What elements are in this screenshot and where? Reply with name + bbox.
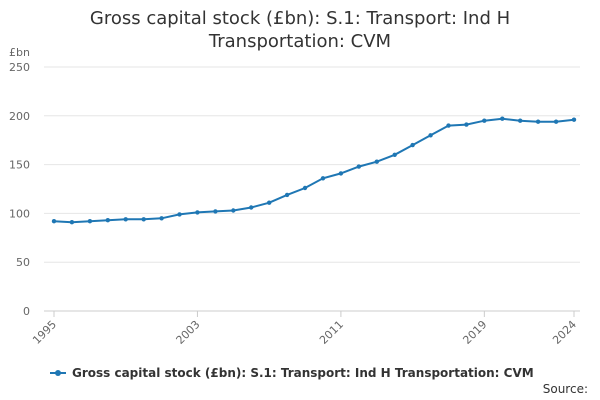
- data-point: [249, 205, 254, 210]
- y-tick-label: 0: [23, 305, 30, 318]
- data-point: [338, 171, 344, 176]
- data-point: [320, 176, 326, 181]
- y-tick-label: 50: [16, 256, 30, 269]
- series-layer: [51, 116, 577, 225]
- data-point: [446, 123, 451, 128]
- x-tick-label: 2024: [550, 318, 579, 347]
- data-point: [213, 209, 218, 214]
- x-tick-label: 1995: [30, 318, 59, 347]
- chart-title: Gross capital stock (£bn): S.1: Transpor…: [89, 8, 511, 52]
- x-tick-label: 2011: [317, 318, 346, 347]
- data-point: [105, 218, 111, 223]
- data-point: [284, 192, 290, 198]
- x-tick-label: 2003: [174, 318, 203, 347]
- data-point: [553, 119, 559, 124]
- data-point: [500, 116, 505, 121]
- data-point: [267, 200, 272, 205]
- x-tick-label: 2019: [460, 318, 489, 347]
- series-line: [53, 117, 575, 224]
- legend-label: Gross capital stock (£bn): S.1: Transpor…: [72, 366, 534, 380]
- data-point: [231, 208, 236, 213]
- data-point: [195, 210, 200, 215]
- data-point: [518, 118, 523, 123]
- data-point: [356, 164, 361, 169]
- data-point: [141, 217, 146, 222]
- legend-marker: [50, 368, 66, 378]
- gridlines: [44, 66, 580, 312]
- data-point: [159, 216, 164, 221]
- data-point: [302, 185, 308, 191]
- y-axis-ticks: 0 50 100 150 200 250: [9, 61, 30, 318]
- data-point: [87, 219, 93, 224]
- data-point: [123, 217, 128, 222]
- y-tick-label: 100: [9, 207, 30, 220]
- data-point: [69, 220, 75, 225]
- data-point: [51, 219, 57, 224]
- data-point: [535, 119, 541, 124]
- data-point: [482, 118, 487, 123]
- y-tick-label: 150: [9, 159, 30, 172]
- x-axis-ticks: 1995 2003 2011 2019 2024: [30, 311, 579, 347]
- y-axis-unit-label: £bn: [9, 46, 30, 59]
- data-point: [374, 159, 379, 164]
- legend: Gross capital stock (£bn): S.1: Transpor…: [50, 364, 534, 382]
- data-point: [428, 133, 433, 138]
- data-point: [177, 212, 182, 217]
- data-point: [410, 142, 415, 148]
- y-tick-label: 250: [9, 61, 30, 74]
- source-label: Source:: [542, 382, 588, 396]
- data-point: [464, 122, 469, 127]
- data-point: [571, 117, 577, 122]
- y-tick-label: 200: [9, 110, 30, 123]
- data-point: [392, 152, 397, 157]
